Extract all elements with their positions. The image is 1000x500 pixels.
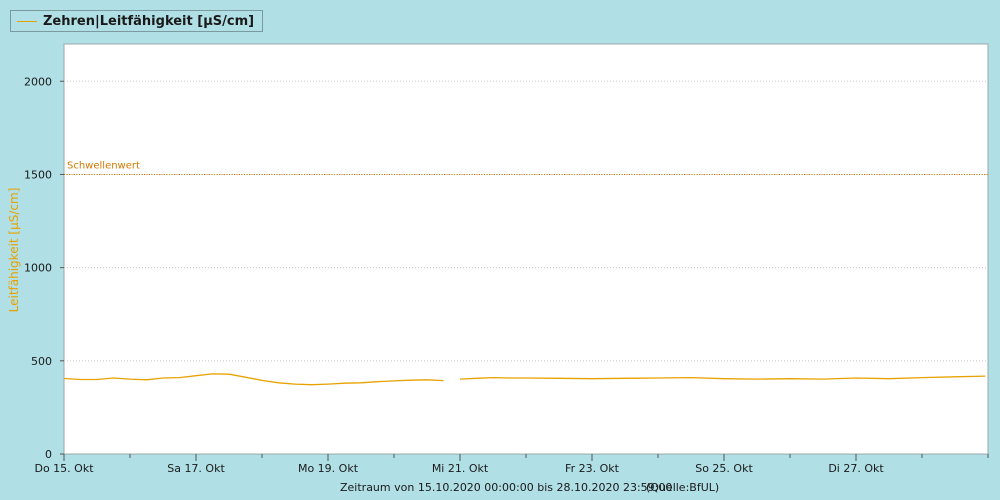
x-axis: Do 15. Okt Sa 17. Okt Mo 19. Okt Mi 21. Okt… xyxy=(34,454,989,475)
series-line xyxy=(63,373,444,386)
y-axis: 0 500 1000 1500 2000 xyxy=(24,75,64,461)
y-tick-label: 500 xyxy=(31,355,52,368)
y-tick-label: 2000 xyxy=(24,75,52,88)
y-tick-label: 1500 xyxy=(24,168,52,181)
x-tick-label: Mo 19. Okt xyxy=(298,462,359,475)
legend-label: Zehren|Leitfähigkeit [µS/cm] xyxy=(43,13,255,29)
threshold-label: Schwellenwert xyxy=(67,160,140,171)
x-tick-label: Mi 21. Okt xyxy=(432,462,489,475)
threshold: Schwellenwert xyxy=(64,160,988,175)
x-tick-label: Do 15. Okt xyxy=(34,462,94,475)
legend[interactable]: Zehren|Leitfähigkeit [µS/cm] xyxy=(10,10,264,32)
y-tick-label: 1000 xyxy=(24,262,52,275)
footer-source: (Quelle:BfUL) xyxy=(646,481,719,494)
footer-range: Zeitraum von 15.10.2020 00:00:00 bis 28.… xyxy=(340,481,672,494)
grid xyxy=(64,80,988,362)
series-line xyxy=(459,375,986,380)
x-tick-label: Di 27. Okt xyxy=(828,462,884,475)
x-tick-label: Fr 23. Okt xyxy=(565,462,620,475)
y-tick-label: 0 xyxy=(45,448,52,461)
legend-line-swatch xyxy=(17,20,37,22)
x-tick-label: So 25. Okt xyxy=(695,462,753,475)
plot-area xyxy=(63,43,989,455)
series xyxy=(63,373,986,386)
y-axis-label: Leitfähigkeit [µS/cm] xyxy=(7,188,21,313)
x-tick-label: Sa 17. Okt xyxy=(167,462,225,475)
